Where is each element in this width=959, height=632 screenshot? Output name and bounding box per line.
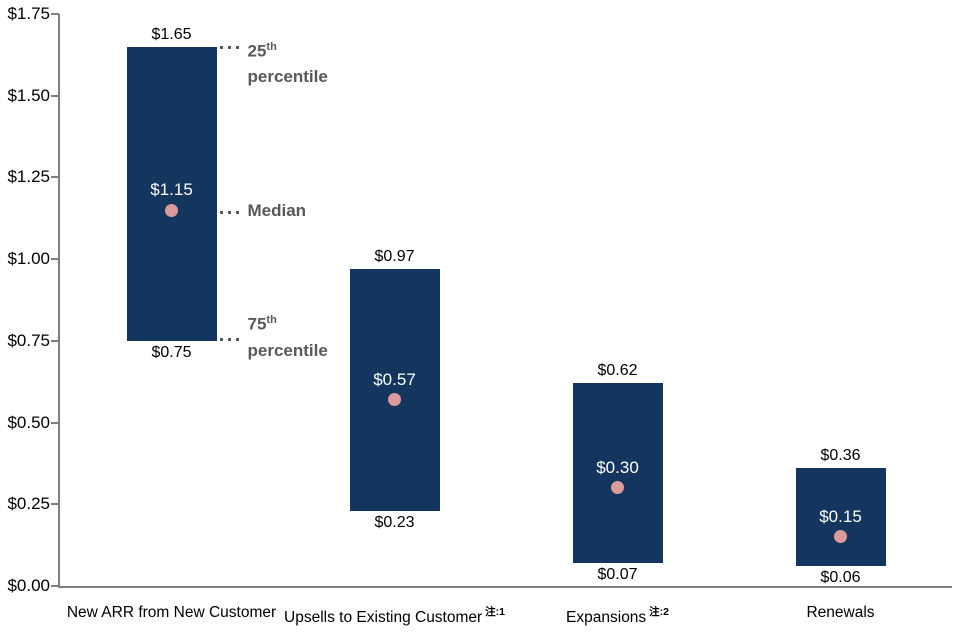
category-label-text: New ARR from New Customer xyxy=(66,604,277,621)
y-tick-mark xyxy=(51,13,59,15)
y-tick-label: $1.75 xyxy=(7,4,50,23)
median-dot xyxy=(165,203,178,217)
annotation-line2: percentile xyxy=(247,67,328,87)
range-bar xyxy=(126,46,217,341)
y-tick-mark xyxy=(51,258,59,261)
p75-leader-dotted-line xyxy=(219,337,242,341)
median-dot xyxy=(834,530,847,544)
category-label: Upsells to Existing Customer 注:1 xyxy=(284,603,505,628)
p75-value-label: $0.75 xyxy=(151,343,192,361)
y-tick-label: $0.75 xyxy=(7,330,50,350)
category-label-text: Renewals xyxy=(806,604,875,621)
median-value-label: $0.57 xyxy=(373,369,416,389)
category-label-text: Upsells to Existing Customer xyxy=(284,609,483,627)
y-tick-mark xyxy=(51,421,59,424)
p25-annotation-label: 25th percentile xyxy=(248,34,328,91)
category-label: Renewals xyxy=(806,603,874,623)
annotation-line1: 75 xyxy=(247,314,267,334)
annotation-line1: 25 xyxy=(247,41,267,61)
y-tick-label: $1.25 xyxy=(7,167,50,187)
category-label: Expansions 注:2 xyxy=(566,603,669,628)
annotation-line1: Median xyxy=(247,201,307,221)
p75-annotation-label: 75th percentile xyxy=(248,307,328,364)
median-value-label: $0.30 xyxy=(596,457,639,477)
p25-value-label: $0.36 xyxy=(820,447,861,465)
p25-leader-dotted-line xyxy=(219,45,242,49)
y-tick-label: $0.00 xyxy=(7,576,50,595)
y-tick-mark xyxy=(51,176,59,179)
p75-value-label: $0.06 xyxy=(820,569,861,587)
p25-value-label: $1.65 xyxy=(151,25,192,43)
x-axis-line xyxy=(58,586,952,588)
y-axis-line xyxy=(58,14,60,586)
category-label-text: Expansions xyxy=(566,609,647,627)
y-tick-mark xyxy=(51,585,59,587)
p25-value-label: $0.97 xyxy=(374,247,415,265)
category-label: New ARR from New Customer xyxy=(67,603,276,623)
median-annotation-label: Median xyxy=(248,198,307,224)
y-tick-label: $1.00 xyxy=(7,249,50,269)
median-leader-dotted-line xyxy=(219,211,242,215)
p75-value-label: $0.07 xyxy=(597,566,638,584)
range-bar xyxy=(349,268,440,511)
y-tick-mark xyxy=(51,94,59,97)
y-tick-label: $0.50 xyxy=(7,412,50,432)
median-dot xyxy=(611,481,624,495)
range-bar xyxy=(572,383,663,564)
annotation-superscript: th xyxy=(266,313,277,326)
median-value-label: $0.15 xyxy=(819,506,862,526)
y-tick-label: $0.25 xyxy=(7,494,50,514)
range-bar xyxy=(795,468,886,567)
y-tick-mark xyxy=(51,339,59,342)
p25-value-label: $0.62 xyxy=(597,362,638,380)
annotation-line2: percentile xyxy=(247,340,328,360)
category-note-superscript: 注:2 xyxy=(646,606,669,618)
y-tick-label: $1.50 xyxy=(7,85,50,105)
median-value-label: $1.15 xyxy=(150,180,193,200)
p75-value-label: $0.23 xyxy=(374,513,415,531)
category-note-superscript: 注:1 xyxy=(482,606,505,618)
y-tick-mark xyxy=(51,503,59,506)
median-dot xyxy=(388,393,401,407)
annotation-superscript: th xyxy=(266,40,277,53)
